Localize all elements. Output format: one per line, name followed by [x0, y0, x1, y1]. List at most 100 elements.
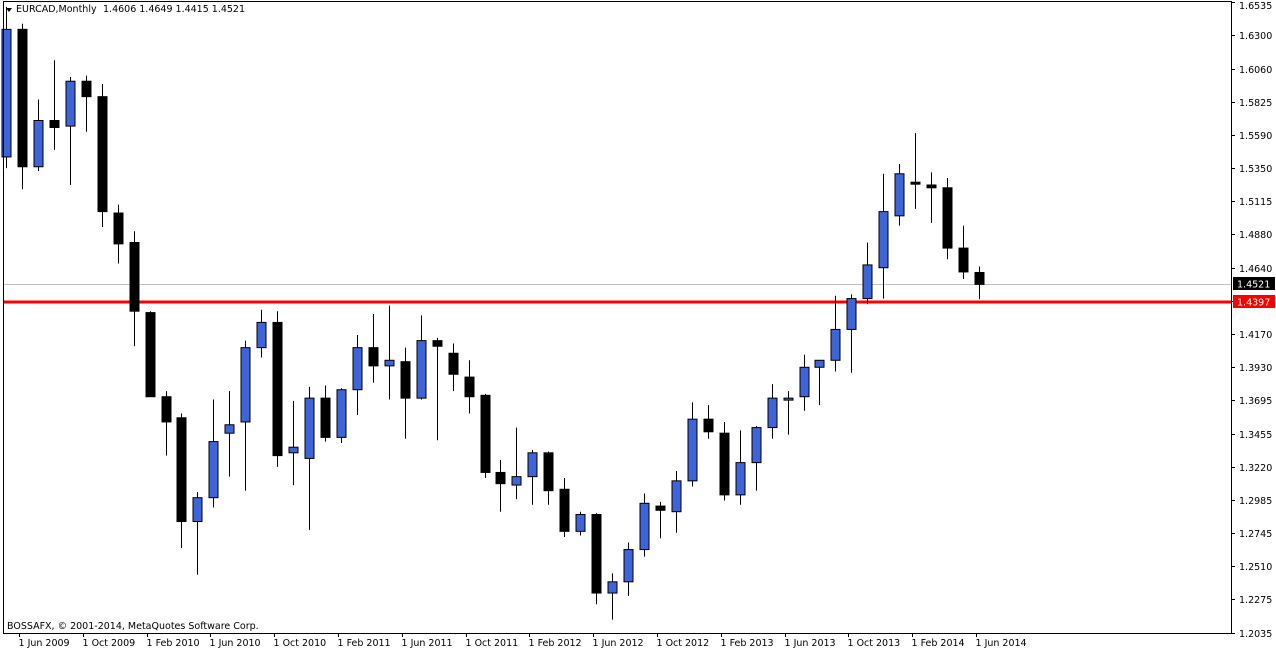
candle[interactable] — [846, 294, 857, 373]
candle[interactable] — [1, 6, 12, 169]
candle-body-bull — [527, 452, 538, 478]
candle[interactable] — [208, 399, 219, 508]
candle[interactable] — [240, 340, 251, 491]
candle[interactable] — [926, 172, 937, 223]
candle[interactable] — [495, 459, 506, 512]
candle[interactable] — [224, 391, 235, 477]
candle-body-bear — [926, 184, 937, 189]
candle[interactable] — [735, 430, 746, 505]
candle[interactable] — [799, 354, 810, 411]
candle[interactable] — [511, 427, 522, 500]
candle-body-bull — [894, 173, 905, 217]
candle[interactable] — [288, 400, 299, 486]
candle[interactable] — [719, 421, 730, 501]
candle[interactable] — [687, 402, 698, 487]
candle-body-bear — [480, 394, 491, 473]
candle[interactable] — [958, 225, 969, 279]
dropdown-triangle-icon[interactable] — [6, 8, 12, 12]
candle[interactable] — [878, 173, 889, 299]
candle[interactable] — [655, 501, 666, 539]
candle[interactable] — [783, 391, 794, 435]
x-tick-label: 1 Oct 2009 — [83, 638, 136, 649]
candle-body-bear — [448, 352, 459, 375]
candle[interactable] — [256, 309, 267, 358]
candle[interactable] — [814, 359, 825, 406]
candle[interactable] — [352, 335, 363, 415]
x-tick-label: 1 Feb 2013 — [721, 638, 774, 649]
candle-body-bear — [543, 452, 554, 492]
candle[interactable] — [33, 99, 44, 171]
current-price-label-bg — [1233, 277, 1275, 290]
candle[interactable] — [575, 511, 586, 536]
candle[interactable] — [416, 315, 427, 400]
candle[interactable] — [17, 23, 28, 190]
candle[interactable] — [368, 313, 379, 383]
candle[interactable] — [639, 493, 650, 557]
candle[interactable] — [272, 311, 283, 467]
y-tick-label: 1.2985 — [1239, 496, 1272, 507]
candle[interactable] — [942, 177, 953, 260]
candle[interactable] — [894, 163, 905, 226]
candle[interactable] — [81, 75, 92, 132]
level-price-label: 1.4397 — [1233, 295, 1275, 309]
candle[interactable] — [543, 451, 554, 505]
candle[interactable] — [65, 77, 76, 185]
candle[interactable] — [910, 133, 921, 209]
candle[interactable] — [751, 426, 762, 491]
y-tick-label: 1.2035 — [1239, 629, 1272, 640]
candle-body-bull — [783, 397, 794, 401]
candle[interactable] — [176, 413, 187, 549]
candle[interactable] — [527, 450, 538, 505]
candle[interactable] — [448, 343, 459, 392]
candle-body-bear — [17, 28, 28, 168]
candle[interactable] — [336, 388, 347, 443]
candle-body-bull — [671, 480, 682, 513]
candle-body-bull — [687, 418, 698, 482]
candle[interactable] — [400, 347, 411, 439]
x-tick-label: 1 Jun 2014 — [976, 638, 1027, 649]
candle[interactable] — [97, 84, 108, 228]
candle[interactable] — [671, 471, 682, 533]
y-tick-label: 1.6300 — [1239, 31, 1272, 42]
candle[interactable] — [129, 231, 140, 347]
candle[interactable] — [607, 573, 618, 620]
candle-body-bear — [400, 361, 411, 399]
chart-header: EURCAD,Monthly 1.4606 1.4649 1.4415 1.45… — [6, 4, 245, 15]
y-tick-label: 1.6060 — [1239, 65, 1272, 76]
x-tick-label: 1 Oct 2010 — [274, 638, 327, 649]
candle[interactable] — [145, 311, 156, 398]
y-tick-label: 1.3455 — [1239, 430, 1272, 441]
candle-body-bear — [368, 347, 379, 367]
candle[interactable] — [304, 386, 315, 530]
candle[interactable] — [862, 242, 873, 305]
time-axis[interactable]: 1 Jun 2009 1 Oct 2009 1 Feb 2010 1 Jun 2010… — [19, 633, 1027, 649]
candle-body-bull — [192, 497, 203, 523]
candle[interactable] — [320, 385, 331, 442]
candle[interactable] — [384, 305, 395, 400]
candle[interactable] — [480, 393, 491, 479]
candle[interactable] — [464, 360, 475, 414]
x-tick-label: 1 Feb 2014 — [912, 638, 965, 649]
candle-body-bear — [145, 312, 156, 398]
candle[interactable] — [161, 391, 172, 456]
candle[interactable] — [767, 384, 778, 439]
level-price-label-text: 1.4397 — [1237, 298, 1270, 309]
candle[interactable] — [192, 492, 203, 575]
candle[interactable] — [974, 266, 985, 300]
plot-border — [3, 1, 1232, 634]
candle-body-bear — [113, 212, 124, 245]
candle[interactable] — [591, 513, 602, 605]
current-price-label-text: 1.4521 — [1237, 280, 1270, 291]
candle[interactable] — [623, 542, 634, 596]
x-tick-label: 1 Jun 2012 — [593, 638, 644, 649]
candle[interactable] — [559, 478, 570, 537]
candle[interactable] — [703, 405, 714, 439]
candle[interactable] — [432, 337, 443, 441]
candle-body-bull — [846, 298, 857, 330]
candle-body-bear — [432, 340, 443, 347]
candle[interactable] — [113, 204, 124, 264]
candle[interactable] — [49, 60, 60, 150]
candle[interactable] — [830, 295, 841, 372]
